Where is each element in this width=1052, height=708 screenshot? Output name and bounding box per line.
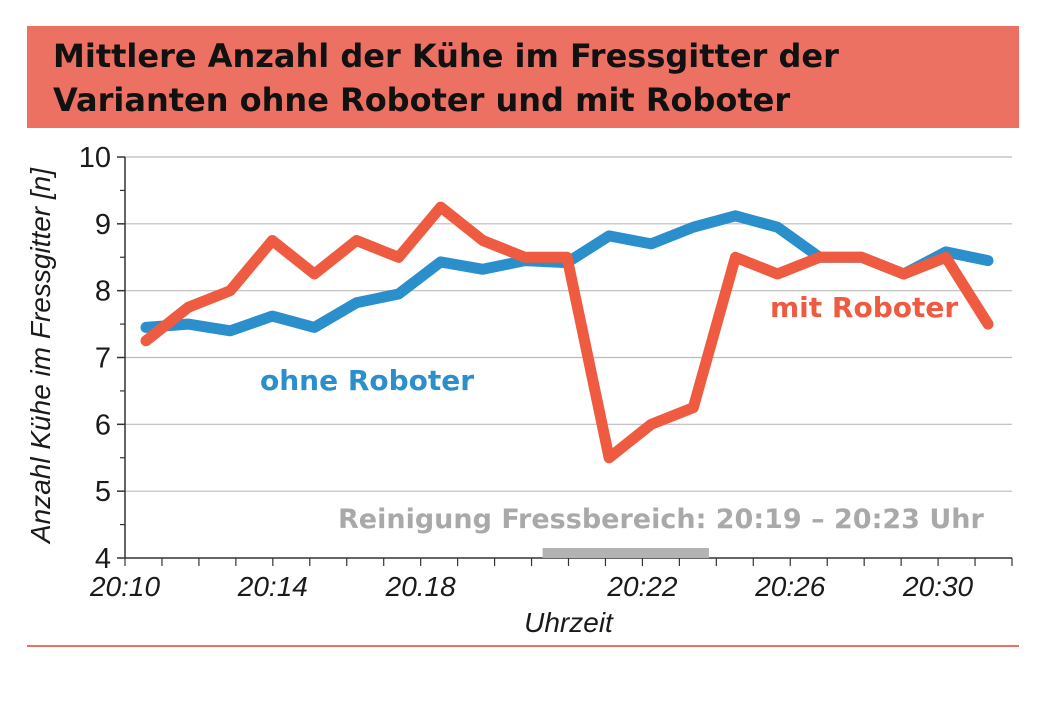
cleaning-note-label: Reinigung Fressbereich: 20:19 – 20:23 Uh… xyxy=(338,504,984,535)
y-tick-label-10: 10 xyxy=(79,142,111,174)
y-tick-label-6: 6 xyxy=(95,409,111,441)
title-banner: Mittlere Anzahl der Kühe im Fressgitter … xyxy=(27,26,1019,128)
cleaning-period-bar xyxy=(542,548,709,558)
y-tick-label-7: 7 xyxy=(95,343,111,375)
chart-title-line2: Varianten ohne Roboter und mit Roboter xyxy=(53,81,791,119)
series-line-mit-roboter xyxy=(140,201,994,464)
y-tick-label-8: 8 xyxy=(95,276,111,308)
y-tick-label-5: 5 xyxy=(95,476,111,508)
chart-title-line1: Mittlere Anzahl der Kühe im Fressgitter … xyxy=(53,37,839,75)
bottom-divider xyxy=(27,645,1019,647)
x-tick-label-2022: 20:22 xyxy=(606,571,677,602)
x-tick-label-2026: 20:26 xyxy=(754,571,825,602)
x-axis-title: Uhrzeit xyxy=(524,607,614,638)
x-tick-label-2010: 20:10 xyxy=(89,571,160,602)
x-tick-label-2018: 20.18 xyxy=(385,571,456,602)
chart-title: Mittlere Anzahl der Kühe im Fressgitter … xyxy=(53,34,1003,122)
y-axis-title: Anzahl Kühe im Fressgitter [n] xyxy=(25,167,56,545)
x-tick-label-2030: 20:30 xyxy=(902,571,973,602)
x-tick-label-2014: 20:14 xyxy=(237,571,308,602)
series-label-ohne-roboter: ohne Roboter xyxy=(260,364,474,397)
series-label-mit-roboter: mit Roboter xyxy=(770,291,958,324)
y-tick-label-9: 9 xyxy=(95,209,111,241)
y-tick-label-4: 4 xyxy=(95,543,111,575)
